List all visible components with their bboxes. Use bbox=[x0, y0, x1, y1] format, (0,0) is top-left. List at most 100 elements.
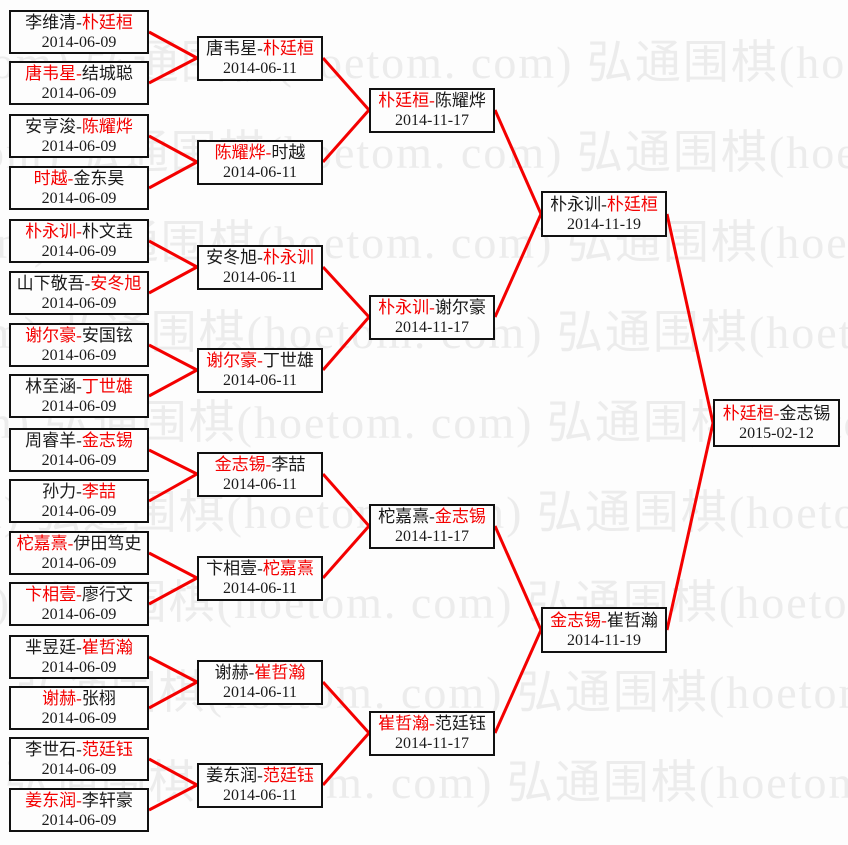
match-players: 林至涵-丁世雄 bbox=[11, 377, 147, 397]
player2-name: 金志锡 bbox=[779, 403, 831, 423]
connector-line bbox=[148, 56, 198, 85]
match-dash: - bbox=[76, 221, 82, 241]
player2-name: 范廷钰 bbox=[434, 714, 486, 733]
match-box: 谢尔豪-安国铉 2014-06-09 bbox=[9, 323, 149, 367]
match-dash: - bbox=[76, 739, 82, 759]
match-players: 朴永训-谢尔豪 bbox=[371, 298, 493, 318]
match-players: 朴永训-朴文垚 bbox=[11, 222, 147, 242]
connector-line bbox=[148, 680, 198, 710]
match-date: 2014-06-09 bbox=[41, 811, 117, 829]
player2-name: 范廷钰 bbox=[262, 766, 314, 785]
player2-name: 陈耀烨 bbox=[81, 116, 133, 136]
player2-name: 谢尔豪 bbox=[434, 298, 486, 317]
match-players: 朴廷桓-陈耀烨 bbox=[371, 91, 493, 111]
player2-name: 安国铉 bbox=[81, 325, 133, 345]
match-dash: - bbox=[265, 143, 272, 162]
player1-name: 金志锡 bbox=[550, 610, 602, 630]
match-box: 陈耀烨-时越 2014-06-11 bbox=[197, 140, 323, 185]
match-box: 姜东润-李轩豪 2014-06-09 bbox=[9, 788, 149, 832]
match-date: 2014-06-09 bbox=[41, 137, 117, 155]
player1-name: 唐韦星 bbox=[25, 63, 77, 83]
player1-name: 金志锡 bbox=[214, 455, 266, 474]
match-dash: - bbox=[265, 455, 272, 474]
match-box: 朴廷桓-金志锡 2015-02-12 bbox=[713, 399, 840, 447]
match-date: 2014-06-09 bbox=[41, 760, 117, 778]
match-box: 李世石-范廷钰 2014-06-09 bbox=[9, 737, 149, 781]
player2-name: 安冬旭 bbox=[90, 273, 142, 293]
player1-name: 朴永训 bbox=[550, 194, 602, 214]
connector-line bbox=[148, 239, 198, 269]
match-box: 时越-金东昊 2014-06-09 bbox=[9, 166, 149, 210]
match-date: 2014-06-09 bbox=[41, 397, 117, 415]
player1-name: 朴廷桓 bbox=[722, 403, 774, 423]
match-dash: - bbox=[76, 481, 82, 501]
player2-name: 朴廷桓 bbox=[81, 12, 133, 32]
match-dash: - bbox=[429, 298, 435, 317]
match-dash: - bbox=[429, 507, 435, 526]
match-date: 2014-06-09 bbox=[41, 84, 117, 102]
connector-line bbox=[148, 551, 198, 580]
player1-name: 陈耀烨 bbox=[214, 143, 266, 162]
player1-name: 朴永训 bbox=[378, 298, 430, 317]
match-date: 2014-11-17 bbox=[394, 735, 470, 752]
match-date: 2014-11-19 bbox=[566, 215, 642, 233]
match-dash: - bbox=[601, 194, 607, 214]
match-date: 2014-11-17 bbox=[394, 528, 470, 545]
player1-name: 姜东润 bbox=[206, 766, 258, 785]
player1-name: 卞相壹 bbox=[206, 559, 258, 578]
player1-name: 谢尔豪 bbox=[206, 351, 258, 370]
player1-name: 柁嘉熹 bbox=[16, 533, 68, 553]
player1-name: 唐韦星 bbox=[206, 39, 258, 58]
match-box: 金志锡-李喆 2014-06-11 bbox=[197, 452, 323, 497]
player1-name: 卞相壹 bbox=[25, 584, 77, 604]
player1-name: 安亨浚 bbox=[25, 116, 77, 136]
match-players: 山下敬吾-安冬旭 bbox=[11, 274, 147, 294]
player1-name: 谢尔豪 bbox=[25, 325, 77, 345]
match-players: 朴廷桓-金志锡 bbox=[715, 404, 838, 424]
player1-name: 周睿羊 bbox=[25, 430, 77, 450]
match-players: 崔哲瀚-范廷钰 bbox=[371, 714, 493, 734]
player1-name: 芈昱廷 bbox=[25, 637, 77, 657]
match-date: 2014-06-09 bbox=[41, 451, 117, 469]
match-players: 谢赫-崔哲瀚 bbox=[199, 663, 321, 683]
match-dash: - bbox=[257, 351, 263, 370]
match-box: 朴永训-朴廷桓 2014-11-19 bbox=[541, 191, 667, 237]
connector-line bbox=[148, 265, 198, 295]
match-dash: - bbox=[257, 766, 263, 785]
connector-line bbox=[148, 472, 198, 503]
match-date: 2014-06-11 bbox=[222, 684, 298, 701]
player2-name: 崔哲瀚 bbox=[81, 637, 133, 657]
match-dash: - bbox=[76, 688, 82, 708]
player1-name: 姜东润 bbox=[25, 790, 77, 810]
connector-line bbox=[493, 213, 543, 318]
match-date: 2014-06-11 bbox=[222, 60, 298, 77]
match-date: 2014-06-11 bbox=[222, 580, 298, 597]
match-players: 柁嘉熹-金志锡 bbox=[371, 507, 493, 527]
match-players: 孙力-李喆 bbox=[11, 482, 147, 502]
match-dash: - bbox=[773, 403, 780, 423]
connector-line bbox=[148, 783, 198, 812]
connector-line bbox=[321, 732, 371, 786]
match-players: 谢尔豪-丁世雄 bbox=[199, 351, 321, 371]
match-box: 卞相壹-柁嘉熹 2014-06-11 bbox=[197, 556, 323, 601]
match-players: 金志锡-李喆 bbox=[199, 455, 321, 475]
player2-name: 崔哲瀚 bbox=[606, 610, 658, 630]
connector-line bbox=[148, 134, 198, 164]
match-dash: - bbox=[248, 663, 255, 682]
match-date: 2015-02-12 bbox=[739, 424, 814, 442]
player1-name: 林至涵 bbox=[25, 376, 77, 396]
connector-line bbox=[321, 473, 371, 527]
match-date: 2014-11-17 bbox=[394, 319, 470, 336]
player2-name: 结城聪 bbox=[81, 63, 133, 83]
connector-line bbox=[148, 448, 198, 476]
player2-name: 朴永训 bbox=[262, 248, 314, 267]
match-dash: - bbox=[67, 533, 74, 553]
match-box: 唐韦星-朴廷桓 2014-06-11 bbox=[197, 36, 323, 81]
match-players: 卞相壹-柁嘉熹 bbox=[199, 559, 321, 579]
player2-name: 金东昊 bbox=[73, 168, 125, 188]
connector-line bbox=[321, 265, 371, 319]
match-dash: - bbox=[76, 790, 82, 810]
player1-name: 时越 bbox=[33, 168, 68, 188]
player1-name: 山下敬吾 bbox=[16, 273, 85, 293]
